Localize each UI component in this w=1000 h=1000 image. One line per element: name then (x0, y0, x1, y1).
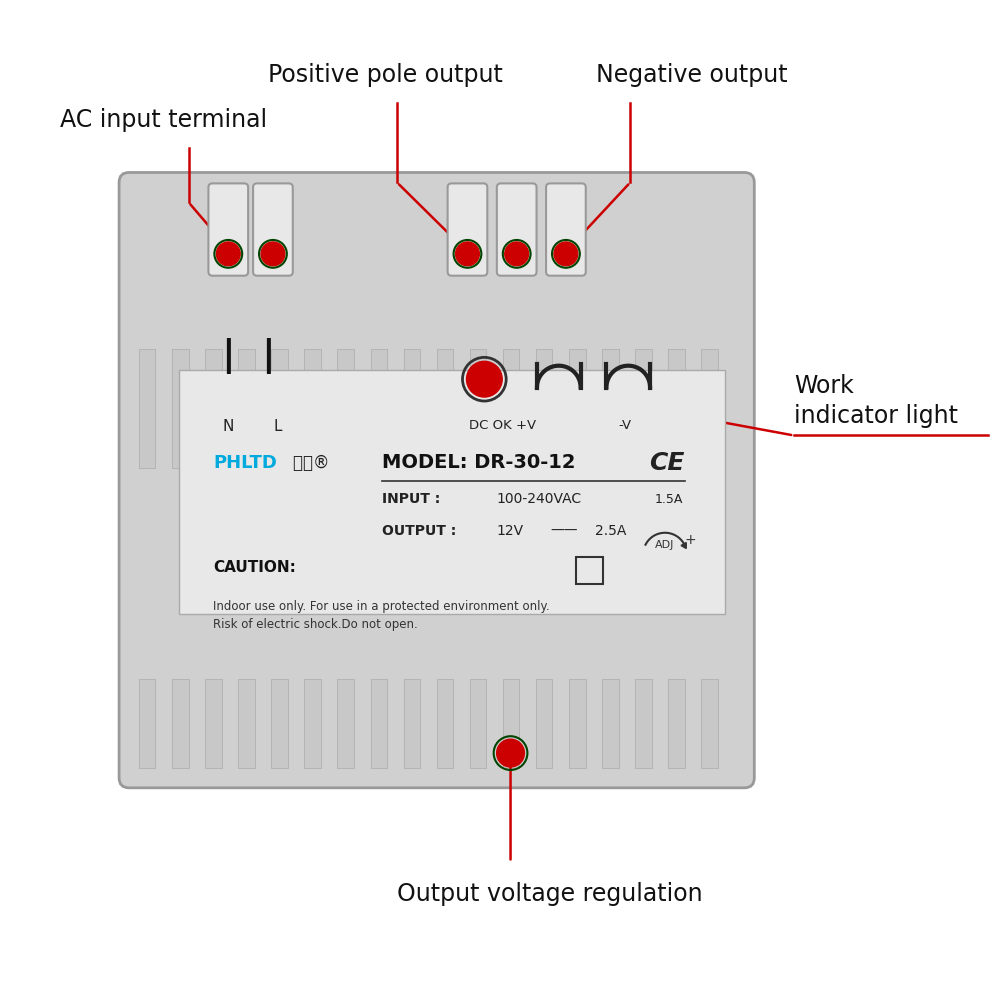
Bar (602, 679, 619, 768)
Text: ADJ: ADJ (655, 540, 675, 550)
Bar (569, 679, 586, 768)
Circle shape (505, 242, 529, 266)
Text: ——: —— (551, 524, 578, 538)
Text: 鹏汉®: 鹏汉® (293, 454, 340, 472)
FancyBboxPatch shape (448, 183, 487, 276)
Text: PHLTD: PHLTD (213, 454, 277, 472)
Circle shape (456, 242, 479, 266)
Text: -V: -V (618, 419, 631, 432)
Circle shape (216, 242, 240, 266)
Bar (536, 679, 552, 768)
Bar (576, 557, 603, 584)
Bar (536, 349, 552, 468)
FancyBboxPatch shape (253, 183, 293, 276)
Text: Work
indicator light: Work indicator light (794, 374, 958, 428)
Bar (337, 349, 354, 468)
Bar (635, 349, 652, 468)
Text: +: + (685, 533, 696, 547)
Text: OUTPUT :: OUTPUT : (382, 524, 456, 538)
Circle shape (261, 242, 285, 266)
Bar (404, 679, 420, 768)
Text: MODEL: DR-30-12: MODEL: DR-30-12 (382, 453, 576, 472)
Text: 2.5A: 2.5A (596, 524, 627, 538)
Bar (172, 679, 189, 768)
Text: Positive pole output: Positive pole output (268, 63, 503, 87)
Bar (304, 679, 321, 768)
Text: DC OK +V: DC OK +V (469, 419, 537, 432)
Bar (668, 349, 685, 468)
Circle shape (466, 361, 502, 397)
Text: Indoor use only. For use in a protected environment only.
Risk of electric shock: Indoor use only. For use in a protected … (213, 600, 550, 631)
Bar (139, 349, 155, 468)
Text: 100-240VAC: 100-240VAC (496, 492, 581, 506)
Bar (271, 679, 288, 768)
Bar (470, 349, 486, 468)
Text: CE: CE (649, 451, 685, 475)
Bar (271, 349, 288, 468)
Bar (337, 679, 354, 768)
Bar (503, 679, 519, 768)
Bar (635, 679, 652, 768)
Bar (139, 679, 155, 768)
Text: INPUT :: INPUT : (382, 492, 440, 506)
Text: Output voltage regulation: Output voltage regulation (397, 882, 703, 906)
Bar (569, 349, 586, 468)
Bar (470, 679, 486, 768)
Text: L: L (274, 419, 282, 434)
Text: N: N (223, 419, 234, 434)
Bar (668, 679, 685, 768)
FancyBboxPatch shape (208, 183, 248, 276)
Bar (437, 679, 453, 768)
Text: CAUTION:: CAUTION: (213, 560, 296, 575)
Bar (701, 349, 718, 468)
FancyBboxPatch shape (546, 183, 586, 276)
Bar (503, 349, 519, 468)
Bar (205, 679, 222, 768)
Bar (602, 349, 619, 468)
Bar (404, 349, 420, 468)
FancyBboxPatch shape (497, 183, 537, 276)
Bar (304, 349, 321, 468)
Bar (371, 349, 387, 468)
Text: Negative output: Negative output (596, 63, 787, 87)
Circle shape (497, 739, 524, 767)
Circle shape (554, 242, 578, 266)
Bar (701, 679, 718, 768)
FancyBboxPatch shape (179, 370, 725, 614)
Text: 1.5A: 1.5A (655, 493, 683, 506)
Text: AC input terminal: AC input terminal (60, 108, 267, 132)
Bar (437, 349, 453, 468)
Bar (205, 349, 222, 468)
Bar (172, 349, 189, 468)
Bar (238, 679, 255, 768)
FancyBboxPatch shape (119, 172, 754, 788)
Bar (371, 679, 387, 768)
Text: 12V: 12V (496, 524, 523, 538)
Bar (238, 349, 255, 468)
Text: |: | (257, 338, 279, 374)
Text: |: | (217, 338, 239, 374)
